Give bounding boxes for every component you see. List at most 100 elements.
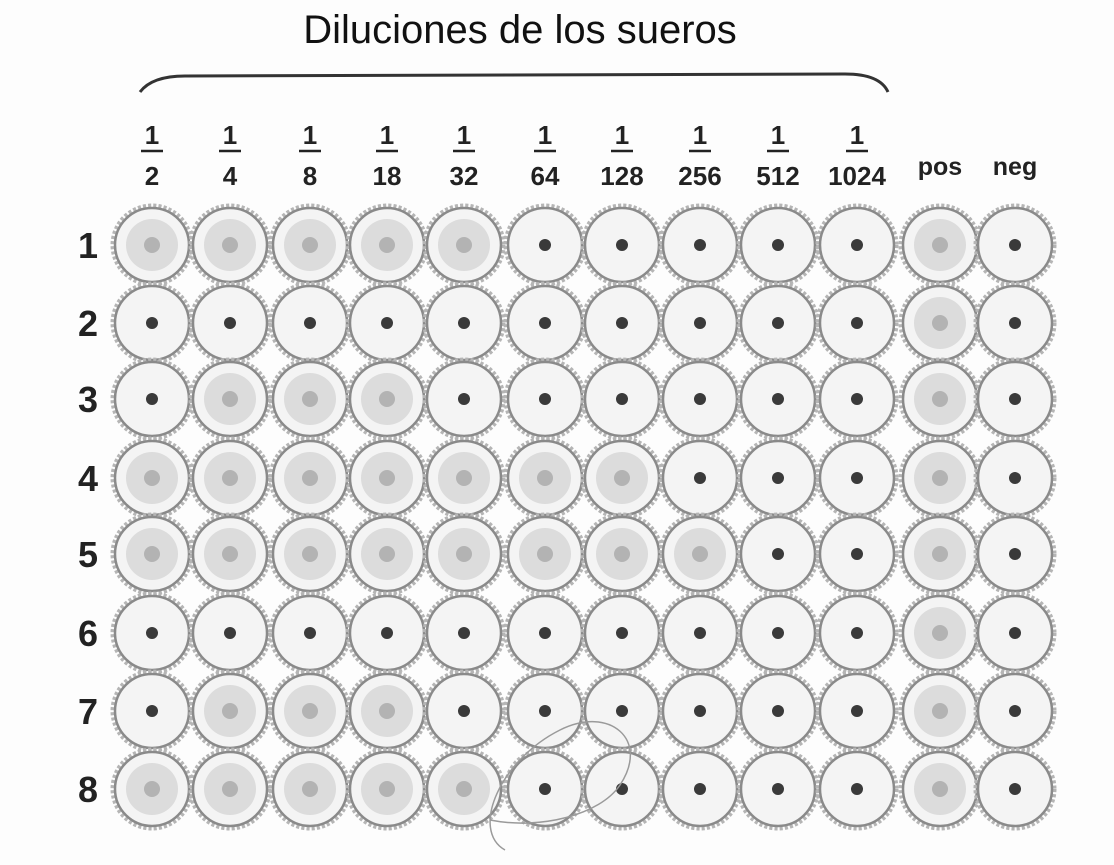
well bbox=[815, 591, 899, 675]
sediment-button bbox=[1009, 783, 1021, 795]
row-labels: 1 2 3 4 5 6 7 8 bbox=[78, 225, 98, 810]
well bbox=[973, 436, 1057, 520]
control-header-neg: neg bbox=[993, 153, 1037, 181]
dilution-header: 12 bbox=[141, 120, 163, 191]
pen-mark bbox=[489, 720, 632, 851]
sediment-button bbox=[616, 627, 628, 639]
diffuse-mat bbox=[222, 781, 238, 797]
well bbox=[268, 203, 352, 287]
sediment-button bbox=[616, 239, 628, 251]
diffuse-mat bbox=[302, 237, 318, 253]
sediment-button bbox=[694, 627, 706, 639]
sediment-button bbox=[539, 317, 551, 329]
well bbox=[815, 669, 899, 753]
well bbox=[658, 591, 742, 675]
diffuse-mat bbox=[222, 546, 238, 562]
dilution-numerator: 1 bbox=[693, 120, 707, 150]
well bbox=[898, 357, 982, 441]
sediment-button bbox=[851, 239, 863, 251]
well bbox=[898, 436, 982, 520]
well bbox=[973, 591, 1057, 675]
diffuse-mat bbox=[144, 237, 160, 253]
diffuse-mat bbox=[222, 703, 238, 719]
diffuse-mat bbox=[932, 391, 948, 407]
well bbox=[973, 203, 1057, 287]
sediment-button bbox=[539, 627, 551, 639]
diffuse-mat bbox=[932, 546, 948, 562]
well bbox=[268, 747, 352, 831]
sediment-button bbox=[772, 783, 784, 795]
sediment-button bbox=[539, 393, 551, 405]
well bbox=[188, 436, 272, 520]
sediment-button bbox=[616, 317, 628, 329]
sediment-button bbox=[772, 393, 784, 405]
diffuse-mat bbox=[537, 470, 553, 486]
well bbox=[503, 203, 587, 287]
well bbox=[268, 591, 352, 675]
sediment-button bbox=[851, 548, 863, 560]
sediment-button bbox=[851, 705, 863, 717]
diffuse-mat bbox=[302, 470, 318, 486]
sediment-button bbox=[772, 548, 784, 560]
diffuse-mat bbox=[379, 391, 395, 407]
well bbox=[110, 281, 194, 365]
sediment-button bbox=[304, 317, 316, 329]
well bbox=[188, 669, 272, 753]
well bbox=[422, 281, 506, 365]
diffuse-mat bbox=[302, 703, 318, 719]
dilution-header: 132 bbox=[450, 120, 479, 191]
diffuse-mat bbox=[222, 391, 238, 407]
dilution-denominator: 32 bbox=[450, 161, 479, 191]
well bbox=[736, 436, 820, 520]
dilution-numerator: 1 bbox=[223, 120, 237, 150]
dilution-header: 1 1024 bbox=[828, 120, 886, 191]
well bbox=[658, 436, 742, 520]
row-label: 1 bbox=[78, 225, 98, 266]
well-grid bbox=[110, 203, 1057, 831]
diffuse-mat bbox=[379, 546, 395, 562]
sediment-button bbox=[381, 317, 393, 329]
well bbox=[110, 436, 194, 520]
well bbox=[345, 512, 429, 596]
well bbox=[815, 436, 899, 520]
dilution-numerator: 1 bbox=[457, 120, 471, 150]
well bbox=[815, 203, 899, 287]
diffuse-mat bbox=[456, 470, 472, 486]
dilution-denominator: 18 bbox=[373, 161, 402, 191]
well bbox=[580, 436, 664, 520]
sediment-button bbox=[381, 627, 393, 639]
diffuse-mat bbox=[456, 546, 472, 562]
diffuse-mat bbox=[379, 703, 395, 719]
well bbox=[580, 669, 664, 753]
sediment-button bbox=[851, 472, 863, 484]
well bbox=[345, 669, 429, 753]
diffuse-mat bbox=[932, 781, 948, 797]
dilution-denominator: 2 bbox=[145, 161, 159, 191]
well bbox=[503, 512, 587, 596]
well bbox=[503, 436, 587, 520]
sediment-button bbox=[772, 627, 784, 639]
dilution-numerator: 1 bbox=[303, 120, 317, 150]
well bbox=[345, 591, 429, 675]
well bbox=[422, 436, 506, 520]
sediment-button bbox=[616, 393, 628, 405]
well bbox=[345, 281, 429, 365]
diffuse-mat bbox=[144, 470, 160, 486]
dilution-header: 118 bbox=[373, 120, 402, 191]
well bbox=[110, 669, 194, 753]
dilution-denominator: 256 bbox=[678, 161, 721, 191]
sediment-button bbox=[616, 705, 628, 717]
well bbox=[658, 747, 742, 831]
diffuse-mat bbox=[932, 237, 948, 253]
well bbox=[898, 747, 982, 831]
sediment-button bbox=[539, 783, 551, 795]
well bbox=[658, 281, 742, 365]
well bbox=[188, 591, 272, 675]
sediment-button bbox=[539, 705, 551, 717]
diffuse-mat bbox=[144, 546, 160, 562]
well bbox=[898, 281, 982, 365]
